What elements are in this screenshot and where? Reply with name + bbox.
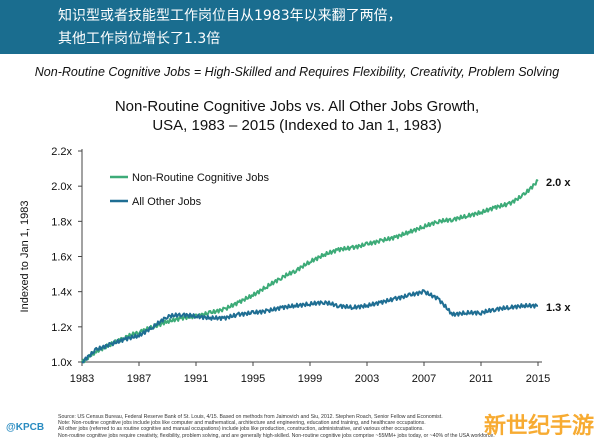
x-tick-label: 2011 [469, 373, 493, 385]
series-line-non-routine-cognitive [81, 179, 539, 364]
series-line-all-other [81, 289, 539, 364]
y-tick-label: 1.2x [51, 322, 72, 334]
chart-title-line-2: USA, 1983 – 2015 (Indexed to Jan 1, 1983… [152, 117, 442, 134]
slide-subtitle: Non-Routine Cognitive Jobs = High-Skille… [34, 65, 560, 79]
y-tick-label: 1.4x [51, 287, 72, 299]
x-tick-label: 2003 [355, 373, 379, 385]
source-note-line: Note: Non-routine cognitive jobs include… [58, 420, 426, 427]
y-axis-label: Indexed to Jan 1, 1983 [19, 201, 31, 313]
source-note-line: Non-routine cognitive jobs require creat… [58, 432, 495, 439]
x-tick-label: 1983 [70, 373, 94, 385]
x-tick-label: 1999 [298, 373, 322, 385]
kpcb-logo: @KPCB [6, 422, 45, 433]
y-tick-label: 1.0x [51, 357, 72, 369]
source-note-line: Source: US Census Bureau, Federal Reserv… [58, 414, 443, 420]
banner-line-1: 知识型或者技能型工作岗位自从1983年以来翻了两倍， [58, 8, 402, 24]
series-end-label: 2.0 x [546, 177, 571, 189]
source-notes: Source: US Census Bureau, Federal Reserv… [58, 414, 590, 439]
legend-label: All Other Jobs [132, 196, 202, 208]
chart-title-line-1: Non-Routine Cognitive Jobs vs. All Other… [114, 98, 480, 115]
x-tick-label: 1991 [184, 373, 208, 385]
y-tick-label: 2.0x [51, 181, 72, 193]
x-tick-label: 1987 [127, 373, 151, 385]
y-tick-label: 2.2x [51, 146, 72, 158]
source-note-line: All other jobs (referred to as routine c… [58, 426, 424, 433]
y-tick-label: 1.6x [51, 252, 72, 264]
banner-line-2: 其他工作岗位增长了1.3倍 [58, 31, 221, 47]
series-end-label: 1.3 x [546, 302, 571, 314]
x-tick-label: 2007 [412, 373, 436, 385]
y-tick-label: 1.8x [51, 216, 72, 228]
x-tick-label: 1995 [241, 373, 265, 385]
header-banner: 知识型或者技能型工作岗位自从1983年以来翻了两倍， 其他工作岗位增长了1.3倍 [0, 0, 594, 54]
watermark-logo: 新世纪手游 [484, 414, 594, 439]
x-tick-label: 2015 [526, 373, 550, 385]
legend-label: Non-Routine Cognitive Jobs [132, 172, 269, 184]
